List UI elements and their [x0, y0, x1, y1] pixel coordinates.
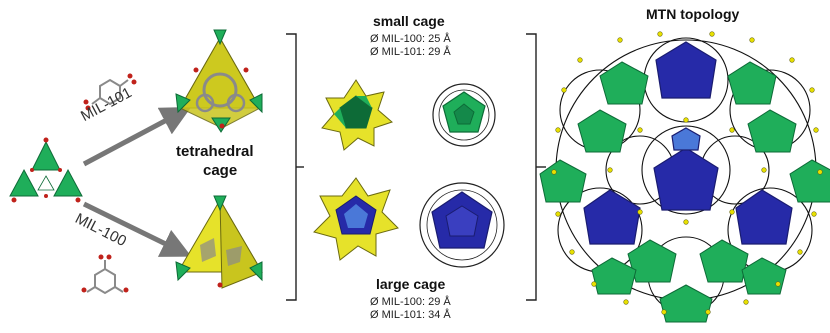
bdc-linker	[83, 73, 137, 111]
arrow-to-mil100	[82, 201, 192, 257]
small-cage-diameter-mil101: Ø MIL-101: 29 Å	[370, 46, 451, 58]
tetrahedral-cage-mil101	[175, 29, 263, 133]
tetrahedral-cage-mil100	[175, 195, 263, 289]
large-cage-diameter-mil101: Ø MIL-101: 34 Å	[370, 309, 451, 321]
large-cage-diameter-mil100: Ø MIL-100: 29 Å	[370, 296, 451, 308]
small-cage-title: small cage	[373, 13, 445, 29]
tetrahedral-label-line2: cage	[203, 162, 238, 179]
bracket-right	[526, 33, 537, 301]
mtn-topology-title: MTN topology	[646, 6, 740, 22]
tetrahedral-label-line1: tetrahedral	[176, 143, 254, 160]
small-cage-polyhedron	[432, 83, 496, 147]
btc-linker	[81, 254, 129, 295]
trimer-unit	[9, 137, 83, 203]
large-cage-polyhedron	[419, 182, 505, 268]
large-cage-title: large cage	[376, 276, 446, 292]
mtn-topology-network	[539, 31, 830, 323]
arrow-to-mil101	[82, 106, 192, 167]
small-cage-diameter-mil100: Ø MIL-100: 25 Å	[370, 33, 451, 45]
small-cage-star	[321, 79, 393, 151]
bracket-left	[286, 33, 297, 301]
large-cage-star	[313, 177, 399, 261]
